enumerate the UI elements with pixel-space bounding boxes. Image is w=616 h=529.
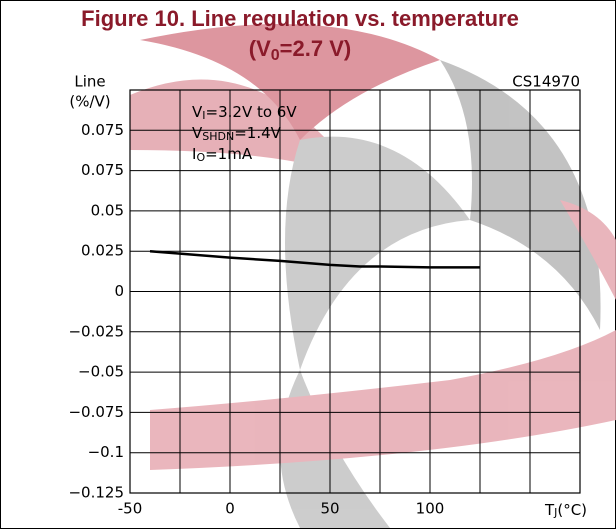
x-tick-label: 100	[416, 500, 445, 518]
annotation: IO=1mA	[192, 145, 253, 165]
y-tick-label: −0.125	[68, 484, 124, 502]
figure-code: CS14970	[512, 73, 580, 91]
x-axis-label: TJ(°C)	[544, 501, 587, 520]
x-tick-label: 0	[225, 500, 235, 518]
y-tick-label: −0.05	[78, 363, 124, 381]
y-tick-label: 0.05	[91, 201, 124, 219]
y-tick-label: 0.075	[81, 121, 124, 139]
y-tick-label: −0.075	[68, 403, 124, 421]
annotation: VSHDN=1.4V	[192, 124, 282, 144]
y-tick-label: −0.025	[68, 322, 124, 340]
annotation-main: V	[192, 103, 203, 121]
annotation-rest: =1.4V	[234, 124, 281, 142]
y-tick-label: 0.025	[81, 242, 124, 260]
y-tick-label: 0.075	[81, 161, 124, 179]
annotation-rest: =1mA	[205, 145, 253, 163]
annotation-main: V	[192, 124, 203, 142]
y-tick-label: −0.1	[88, 443, 124, 461]
y-tick-label: 0	[114, 282, 124, 300]
x-tick-label: 50	[320, 500, 339, 518]
annotation-sub: SHDN	[202, 130, 234, 143]
chart-subtitle: (V0=2.7 V)	[249, 36, 351, 64]
y-axis-label: (%/V)	[69, 93, 110, 111]
annotation-sub: O	[196, 151, 205, 164]
y-axis-label: Line	[74, 73, 105, 91]
plot-border	[129, 89, 581, 494]
annotation-sub: I	[202, 109, 205, 122]
annotation: VI=3.2V to 6V	[192, 103, 297, 123]
annotation-main: I	[192, 145, 196, 163]
line-series	[149, 249, 480, 269]
annotation-rest: =3.2V to 6V	[206, 103, 298, 121]
chart-title: Figure 10. Line regulation vs. temperatu…	[81, 6, 519, 31]
x-tick-label: -50	[118, 500, 143, 518]
